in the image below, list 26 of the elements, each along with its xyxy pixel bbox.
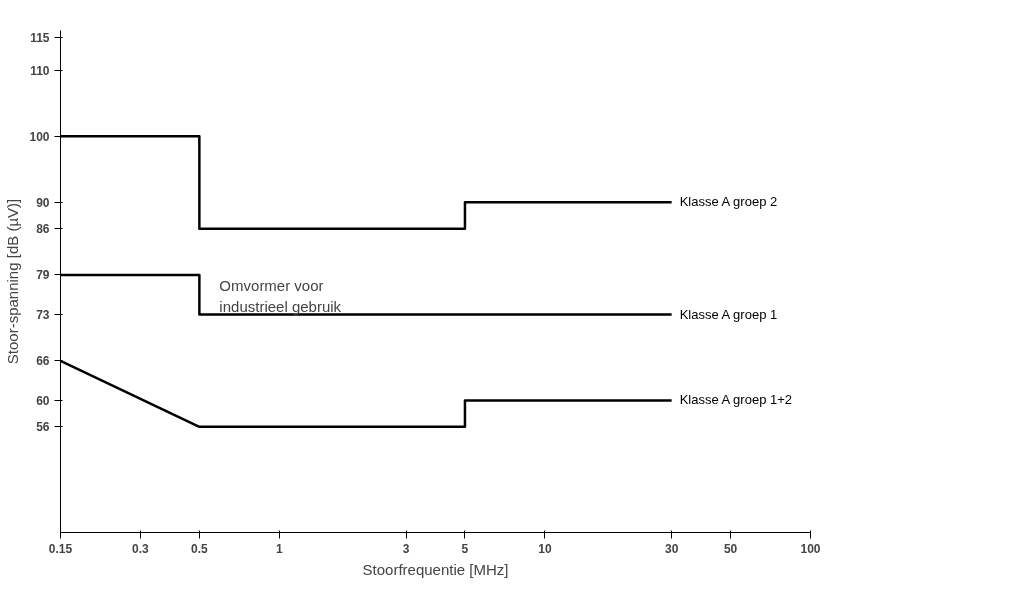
y-axis-title: Stoor-spanning [dB (µV)]: [4, 198, 22, 365]
x-tick-label: 3: [402, 541, 410, 556]
y-tick-label: 90: [36, 195, 50, 210]
x-tick-label: 1: [275, 541, 283, 556]
x-tick-label: 10: [538, 541, 552, 556]
y-tick-label: 79: [36, 268, 50, 283]
x-tick-label: 5: [461, 541, 469, 556]
y-tick-label: 100: [29, 129, 50, 144]
x-tick-label: 0.5: [191, 541, 209, 556]
x-tick-label: 0.3: [132, 541, 150, 556]
series-label: Klasse A groep 1: [679, 306, 778, 322]
y-tick-label: 110: [30, 63, 50, 78]
x-tick-label: 50: [723, 541, 738, 556]
y-tick-label: 73: [36, 308, 50, 323]
x-tick-label: 30: [664, 541, 679, 556]
y-tick-label: 60: [36, 393, 50, 408]
series-label: Klasse A groep 1+2: [679, 392, 793, 408]
x-tick-label: 100: [800, 541, 821, 556]
y-tick-label: 115: [30, 30, 50, 45]
x-tick-label: 0.15: [48, 541, 73, 556]
annotation: Omvormer voor industrieel gebruik: [219, 277, 342, 315]
series-label: Klasse A groep 2: [679, 194, 778, 210]
x-axis-title: Stoorfrequentie [MHz]: [362, 560, 509, 578]
y-tick-label: 56: [36, 420, 50, 435]
y-tick-label: 66: [36, 354, 50, 369]
y-tick-label: 86: [36, 222, 50, 237]
